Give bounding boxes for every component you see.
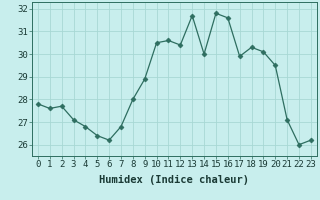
X-axis label: Humidex (Indice chaleur): Humidex (Indice chaleur) — [100, 175, 249, 185]
